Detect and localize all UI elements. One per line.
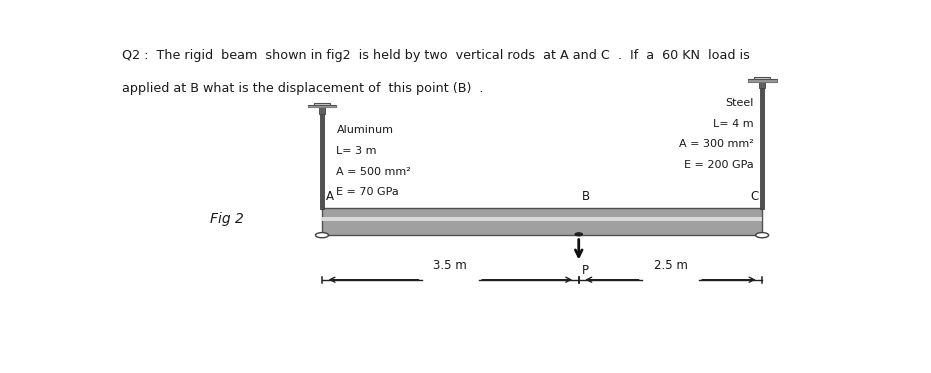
Text: Aluminum: Aluminum bbox=[336, 125, 394, 135]
Bar bbox=[761, 88, 764, 209]
Circle shape bbox=[756, 233, 769, 238]
Text: 3.5 m: 3.5 m bbox=[434, 258, 467, 272]
Text: A = 500 mm²: A = 500 mm² bbox=[336, 166, 412, 176]
Bar bbox=[748, 79, 776, 82]
Bar bbox=[759, 82, 765, 88]
Text: applied at B what is the displacement of  this point (B)  .: applied at B what is the displacement of… bbox=[122, 82, 483, 95]
Bar bbox=[314, 103, 330, 105]
Text: Steel: Steel bbox=[725, 98, 753, 108]
Text: E = 200 GPa: E = 200 GPa bbox=[683, 160, 753, 170]
Text: Fig 2: Fig 2 bbox=[210, 211, 244, 226]
Circle shape bbox=[575, 233, 583, 236]
Bar bbox=[318, 107, 325, 114]
Bar bbox=[322, 217, 762, 222]
Bar bbox=[322, 208, 762, 235]
Text: P: P bbox=[583, 264, 589, 277]
Text: E = 70 GPa: E = 70 GPa bbox=[336, 187, 399, 197]
Text: B: B bbox=[583, 190, 590, 203]
Text: L= 3 m: L= 3 m bbox=[336, 146, 377, 156]
Bar bbox=[754, 77, 770, 79]
Text: L= 4 m: L= 4 m bbox=[713, 119, 753, 129]
Text: A: A bbox=[326, 190, 333, 203]
Text: Q2 :  The rigid  beam  shown in fig2  is held by two  vertical rods  at A and C : Q2 : The rigid beam shown in fig2 is hel… bbox=[122, 49, 750, 62]
Circle shape bbox=[316, 233, 329, 238]
Bar bbox=[307, 105, 336, 107]
Bar bbox=[320, 114, 324, 209]
Text: A = 300 mm²: A = 300 mm² bbox=[679, 139, 753, 149]
Text: 2.5 m: 2.5 m bbox=[654, 258, 687, 272]
Text: C: C bbox=[750, 190, 759, 203]
